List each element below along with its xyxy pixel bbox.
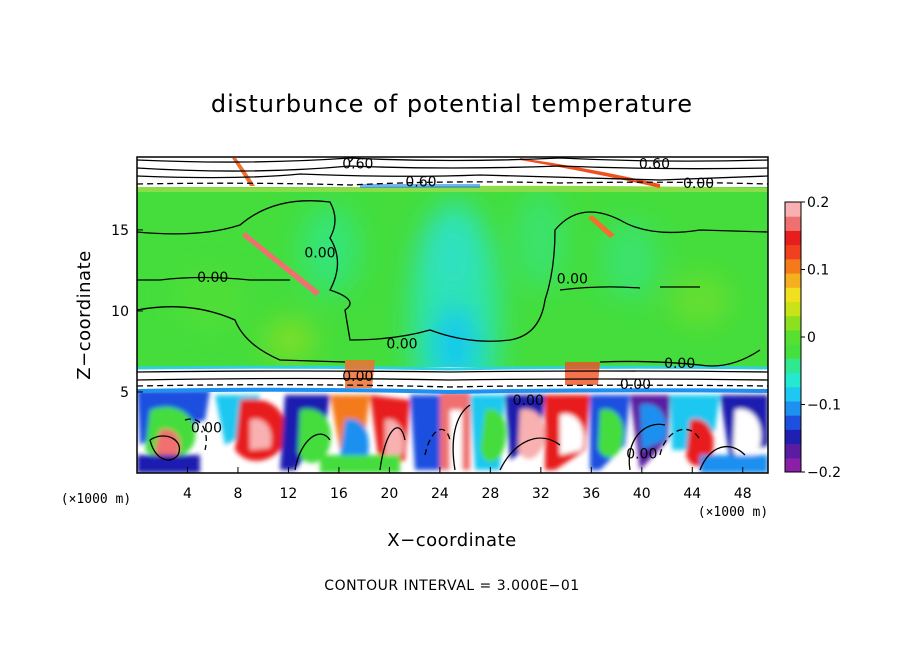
contour-label: 0.00 [557,272,588,288]
y-axis-label: Z−coordinate [74,250,95,379]
contour-label: 0.00 [513,393,544,409]
colorbar-tick-label: 0.2 [807,195,829,211]
contour-label: 0.60 [639,156,670,172]
colorbar-swatch [785,372,801,388]
hot-spot-2 [565,362,600,385]
x-tick-label: 24 [431,486,449,502]
colorbar-tick-label: −0.1 [807,398,841,414]
inversion-lower-edge [137,387,768,395]
y-tick-label: 15 [111,223,129,239]
top-streak-warm-2 [232,158,255,186]
contour-label: 0.00 [304,246,335,262]
colorbar-swatch [785,202,801,217]
contour-label: 0.00 [191,421,222,437]
top-streak-warm [520,158,660,188]
y-tick-label: 5 [120,385,129,401]
colorbar-swatch [785,429,801,445]
streak-right [588,215,615,238]
streak-left [242,232,320,296]
plot-area [137,157,768,473]
contour-label: 0.00 [342,369,373,385]
contour-label: 0.00 [683,176,714,192]
x-tick-label: 16 [330,486,348,502]
contour-label: 0.00 [197,270,228,286]
colorbar-swatch [785,244,801,260]
contour-label: 0.00 [386,336,417,352]
hot-spot-1 [345,360,375,388]
colorbar-swatch [785,457,801,473]
colorbar-swatch [785,230,801,246]
x-tick-label: 12 [280,486,298,502]
contour-label: 0.00 [620,377,651,393]
colorbar [785,202,801,473]
x-tick-label: 20 [380,486,398,502]
contour-labels: 0.00 0.00 0.00 0.00 0.00 0.00 0.00 0.00 … [191,156,714,462]
x-tick-label: 8 [233,486,242,502]
colorbar-swatch [785,315,801,331]
x-axis-unit-right: (×1000 m) [698,505,768,520]
contour-label: 0.00 [664,356,695,372]
plot-frame [136,156,769,474]
colorbar-swatch [785,358,801,374]
colorbar-tick-label: −0.2 [807,465,841,481]
colorbar-swatch [785,287,801,302]
colorbar-swatch [785,344,801,359]
colorbar-swatch [785,415,801,430]
x-tick-label: 44 [683,486,701,502]
colorbar-swatch [785,386,801,402]
colorbar-swatch [785,400,801,416]
colorbar-swatch [785,301,801,317]
colorbar-tick-label: 0 [807,330,816,346]
x-tick-label: 28 [481,486,499,502]
colorbar-ticks: 0.2 0.1 0 −0.1 −0.2 [801,195,841,481]
y-axis-ticks: 5 10 15 [111,223,143,401]
inversion-upper-edge [137,365,768,371]
x-tick-label: 4 [183,486,192,502]
x-axis-label: X−coordinate [387,530,516,551]
x-tick-label: 36 [582,486,600,502]
colorbar-swatch [785,258,801,274]
chart-title: disturbunce of potential temperature [211,90,693,118]
top-layer-edge [137,185,768,192]
colorbar-swatch [785,443,801,459]
contour-interval-note: CONTOUR INTERVAL = 3.000E−01 [324,578,579,594]
x-tick-label: 48 [734,486,752,502]
x-axis-unit-left: (×1000 m) [61,492,131,507]
contour-lines-dashed [137,181,768,456]
x-tick-label: 40 [633,486,651,502]
x-tick-label: 32 [532,486,550,502]
x-axis-ticks: 4 8 12 16 20 24 28 32 36 40 44 48 [183,467,752,502]
top-edge-blue [360,184,480,188]
colorbar-swatch [785,273,801,288]
colorbar-tick-label: 0.1 [807,263,829,279]
colorbar-swatch [785,216,801,231]
contour-label: 0.60 [342,156,373,172]
contour-lines [137,157,768,471]
contour-label: 0.60 [405,174,436,190]
colorbar-swatch [785,329,801,345]
y-tick-label: 10 [111,304,129,320]
contour-label: 0.00 [626,447,657,463]
